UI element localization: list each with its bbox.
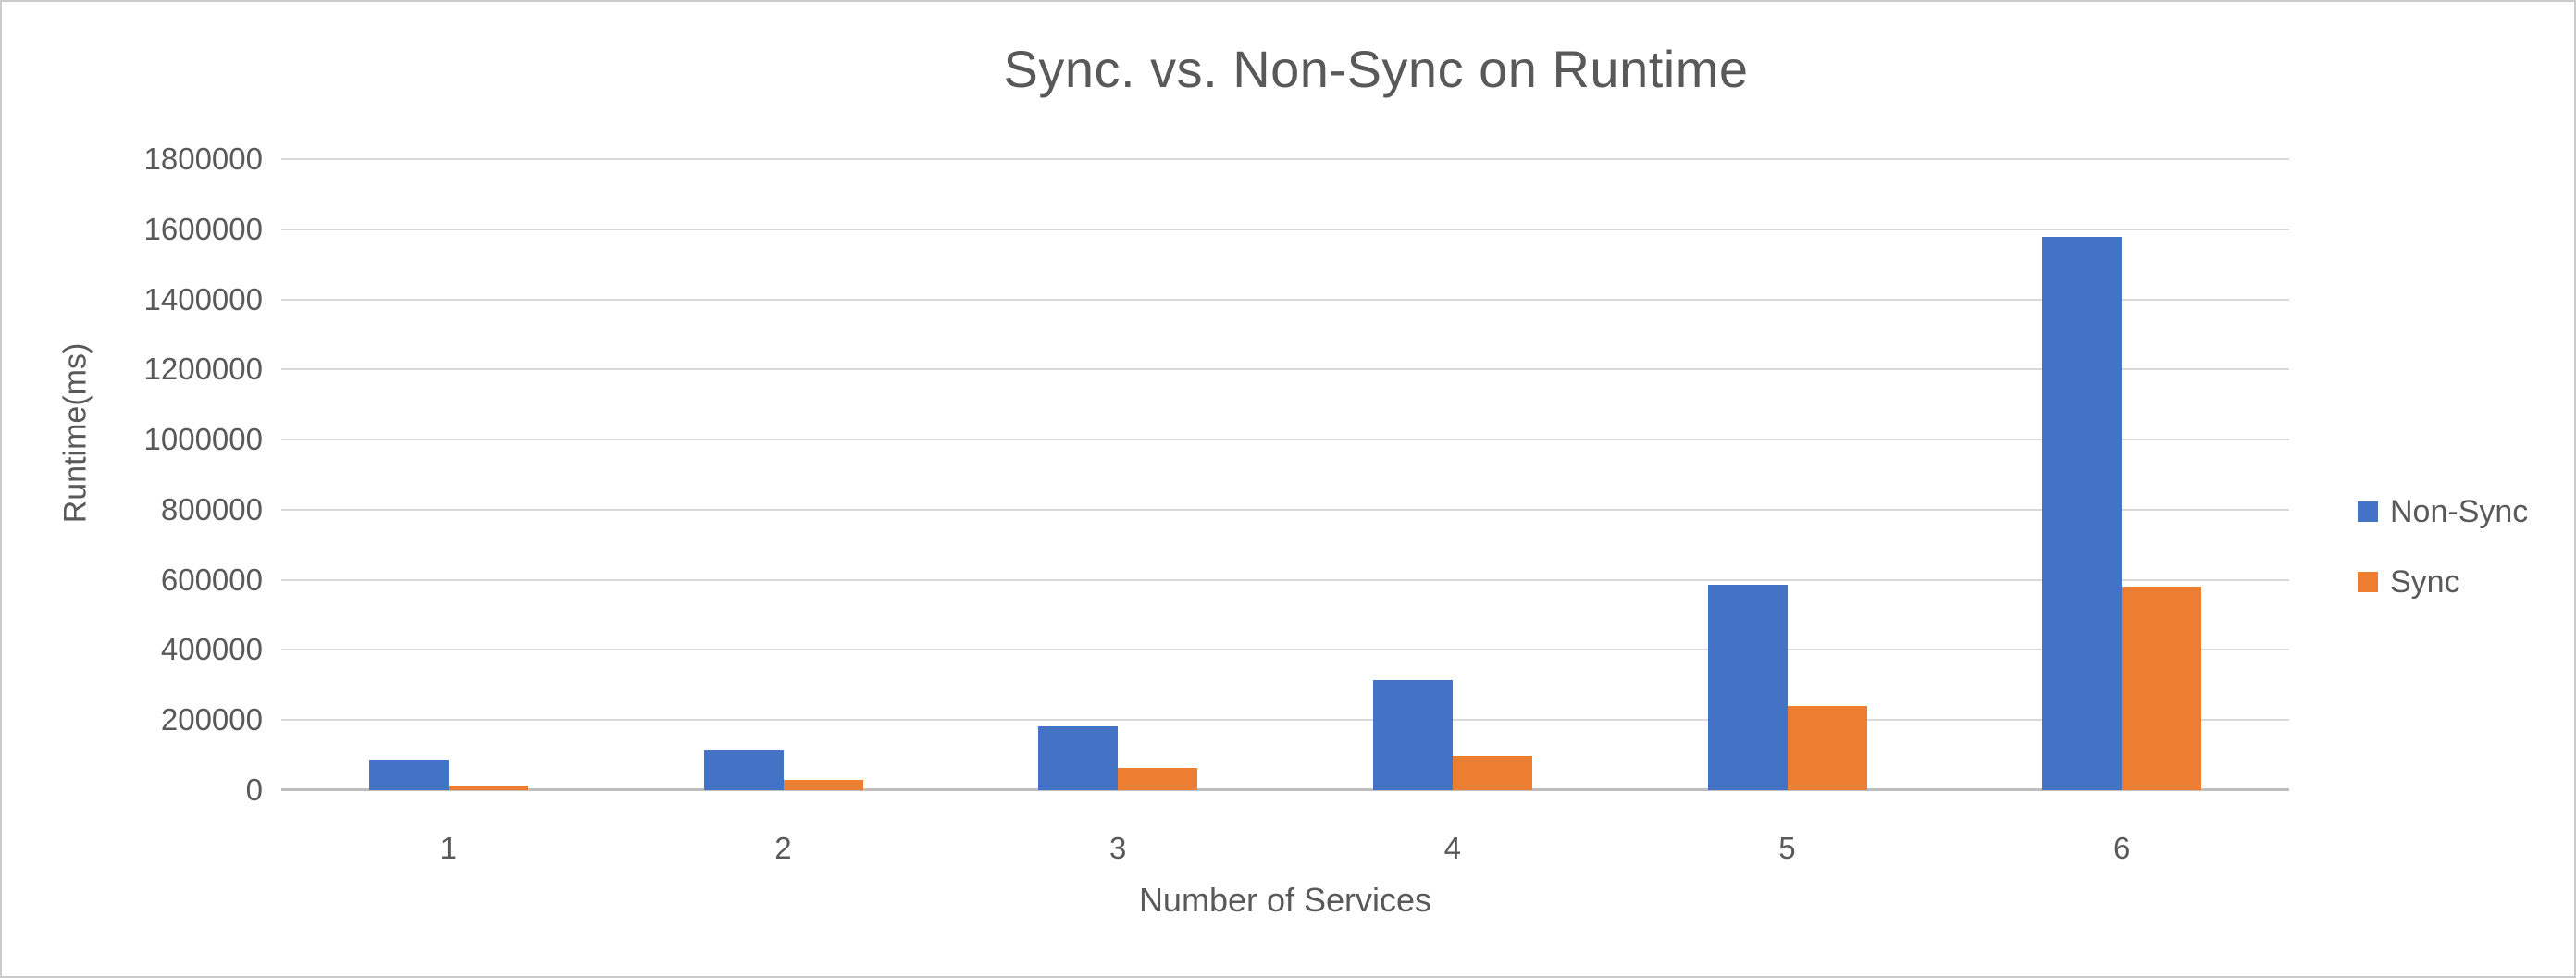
bar-sync-4 — [1453, 756, 1532, 790]
bar-group-6 — [1954, 159, 2289, 790]
bar-group-5 — [1620, 159, 1955, 790]
gridline-1000000 — [281, 439, 2289, 440]
bar-group-4 — [1285, 159, 1620, 790]
gridline-1400000 — [281, 299, 2289, 301]
y-tick-label-1000000: 1000000 — [143, 422, 263, 457]
legend-swatch-sync — [2358, 572, 2378, 592]
bar-non-sync-5 — [1707, 585, 1788, 790]
bar-sync-2 — [783, 780, 863, 790]
x-tick-label-5: 5 — [1778, 831, 1796, 865]
legend: Non-Sync Sync — [2358, 493, 2529, 637]
legend-label-non-sync: Non-Sync — [2390, 493, 2529, 529]
legend-swatch-non-sync — [2358, 501, 2378, 522]
y-tick-label-400000: 400000 — [160, 632, 263, 667]
x-tick-label-3: 3 — [1108, 831, 1127, 865]
gridline-200000 — [281, 719, 2289, 721]
x-tick-label-4: 4 — [1443, 831, 1461, 865]
bar-non-sync-4 — [1373, 680, 1453, 790]
y-tick-label-1800000: 1800000 — [143, 142, 263, 176]
x-tick-label-6: 6 — [2112, 831, 2131, 865]
x-tick-label-2: 2 — [774, 831, 792, 865]
gridline-600000 — [281, 579, 2289, 581]
bar-sync-6 — [2122, 587, 2202, 790]
bar-group-1 — [281, 159, 616, 790]
y-tick-label-600000: 600000 — [160, 562, 263, 597]
gridline-1800000 — [281, 158, 2289, 160]
bar-non-sync-2 — [703, 750, 784, 790]
chart-title: Sync. vs. Non-Sync on Runtime — [1003, 40, 1749, 98]
gridline-1200000 — [281, 368, 2289, 370]
y-tick-label-800000: 800000 — [160, 491, 263, 526]
legend-label-sync: Sync — [2390, 563, 2460, 600]
y-tick-label-1600000: 1600000 — [143, 211, 263, 246]
bar-group-3 — [950, 159, 1285, 790]
y-tick-label-1400000: 1400000 — [143, 281, 263, 316]
bar-sync-1 — [449, 786, 528, 790]
x-axis-line — [281, 788, 2289, 791]
bar-group-2 — [616, 159, 951, 790]
x-tick-label-1: 1 — [440, 831, 457, 865]
legend-item-non-sync: Non-Sync — [2358, 493, 2529, 529]
gridline-400000 — [281, 649, 2289, 650]
y-tick-label-200000: 200000 — [160, 702, 263, 737]
bar-sync-5 — [1787, 706, 1867, 790]
y-tick-label-1200000: 1200000 — [143, 352, 263, 387]
bar-non-sync-1 — [369, 760, 449, 790]
gridline-1600000 — [281, 229, 2289, 230]
plot-area — [281, 158, 2289, 791]
bar-non-sync-6 — [2042, 237, 2123, 790]
legend-item-sync: Sync — [2358, 563, 2528, 600]
y-tick-label-0: 0 — [245, 773, 263, 807]
gridline-800000 — [281, 509, 2289, 511]
bar-sync-3 — [1118, 768, 1198, 790]
x-axis-title: Number of Services — [1138, 881, 1432, 919]
bar-non-sync-3 — [1038, 726, 1119, 790]
